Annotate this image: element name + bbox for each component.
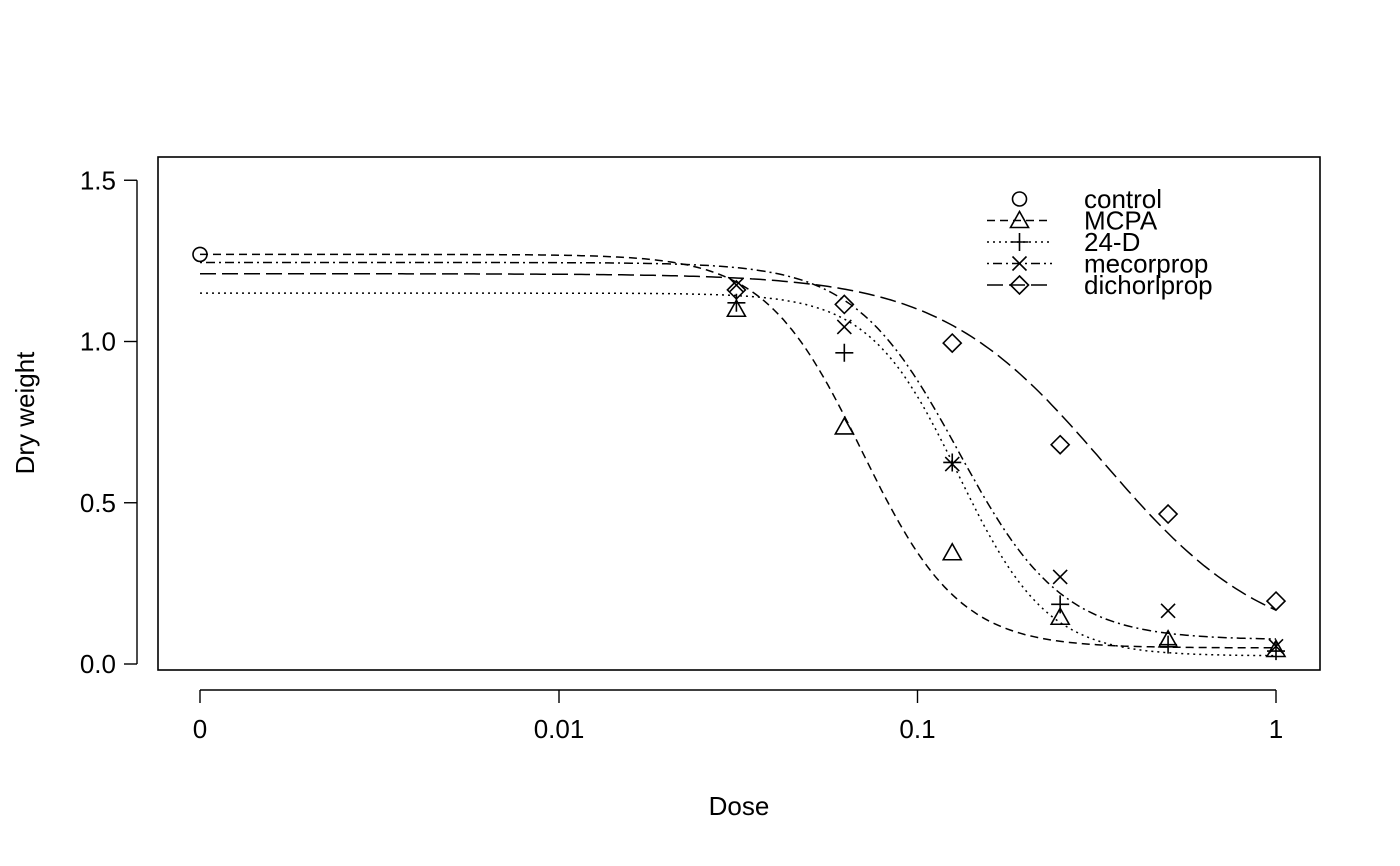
legend-label: control <box>1084 184 1162 214</box>
data-point-dichorlprop <box>834 294 855 315</box>
legend-symbol <box>1009 209 1030 229</box>
data-point-24-d <box>1051 595 1070 614</box>
data-point-mecorprop <box>1052 569 1068 585</box>
data-points <box>192 246 1287 661</box>
data-point-mcpa <box>941 542 963 561</box>
x-tick-label: 0.01 <box>534 714 585 744</box>
x-tick-label: 1 <box>1269 714 1283 744</box>
data-point-24-d <box>1159 635 1178 654</box>
data-point-mecorprop <box>1268 638 1284 654</box>
data-point-dichorlprop <box>1050 434 1071 455</box>
data-point-24-d <box>1267 642 1285 661</box>
data-point-mecorprop <box>944 456 960 472</box>
curves <box>200 253 1277 657</box>
y-tick-label: 1.5 <box>80 165 116 195</box>
data-point-24-d <box>835 343 854 362</box>
x-tick-label: 0.1 <box>899 714 935 744</box>
legend-label: mecorprop <box>1084 249 1208 279</box>
y-axis: 0.0 0.5 1.0 1.5 <box>80 165 138 679</box>
legend-symbol <box>1011 255 1028 272</box>
legend-label: dichorlprop <box>1084 270 1213 300</box>
data-point-dichorlprop <box>942 332 963 354</box>
data-point-mecorprop <box>1160 603 1176 619</box>
y-axis-label: Dry weight <box>10 351 40 475</box>
data-point-mcpa <box>1049 606 1071 626</box>
x-tick-label: 0 <box>193 714 207 744</box>
data-point-dichorlprop <box>726 279 747 301</box>
data-point-mcpa <box>726 298 747 318</box>
data-point-mecorprop <box>728 277 744 293</box>
data-point-mcpa <box>833 416 855 435</box>
curve-dichorlprop <box>200 273 1277 611</box>
x-axis-label: Dose <box>709 791 770 821</box>
y-tick-label: 0.5 <box>80 488 116 518</box>
data-point-control <box>192 246 208 263</box>
legend-symbol <box>1011 191 1028 207</box>
data-point-dichorlprop <box>1157 503 1179 525</box>
legend-symbol <box>1009 274 1030 296</box>
curve-mcpa <box>200 253 1276 649</box>
legend-label: MCPA <box>1084 206 1158 236</box>
data-point-24-d <box>943 453 962 472</box>
data-point-24-d <box>727 293 746 312</box>
y-tick-label: 0.0 <box>80 649 116 679</box>
x-axis: 0 0.01 0.1 1 <box>193 689 1283 744</box>
y-tick-label: 1.0 <box>80 327 116 357</box>
legend-symbol <box>1010 233 1029 251</box>
data-point-mecorprop <box>836 319 852 335</box>
curve-mecorprop <box>200 261 1277 640</box>
plot-area-frame <box>157 156 1321 671</box>
data-point-dichorlprop <box>1265 590 1287 612</box>
legend-label: 24-D <box>1084 227 1140 257</box>
